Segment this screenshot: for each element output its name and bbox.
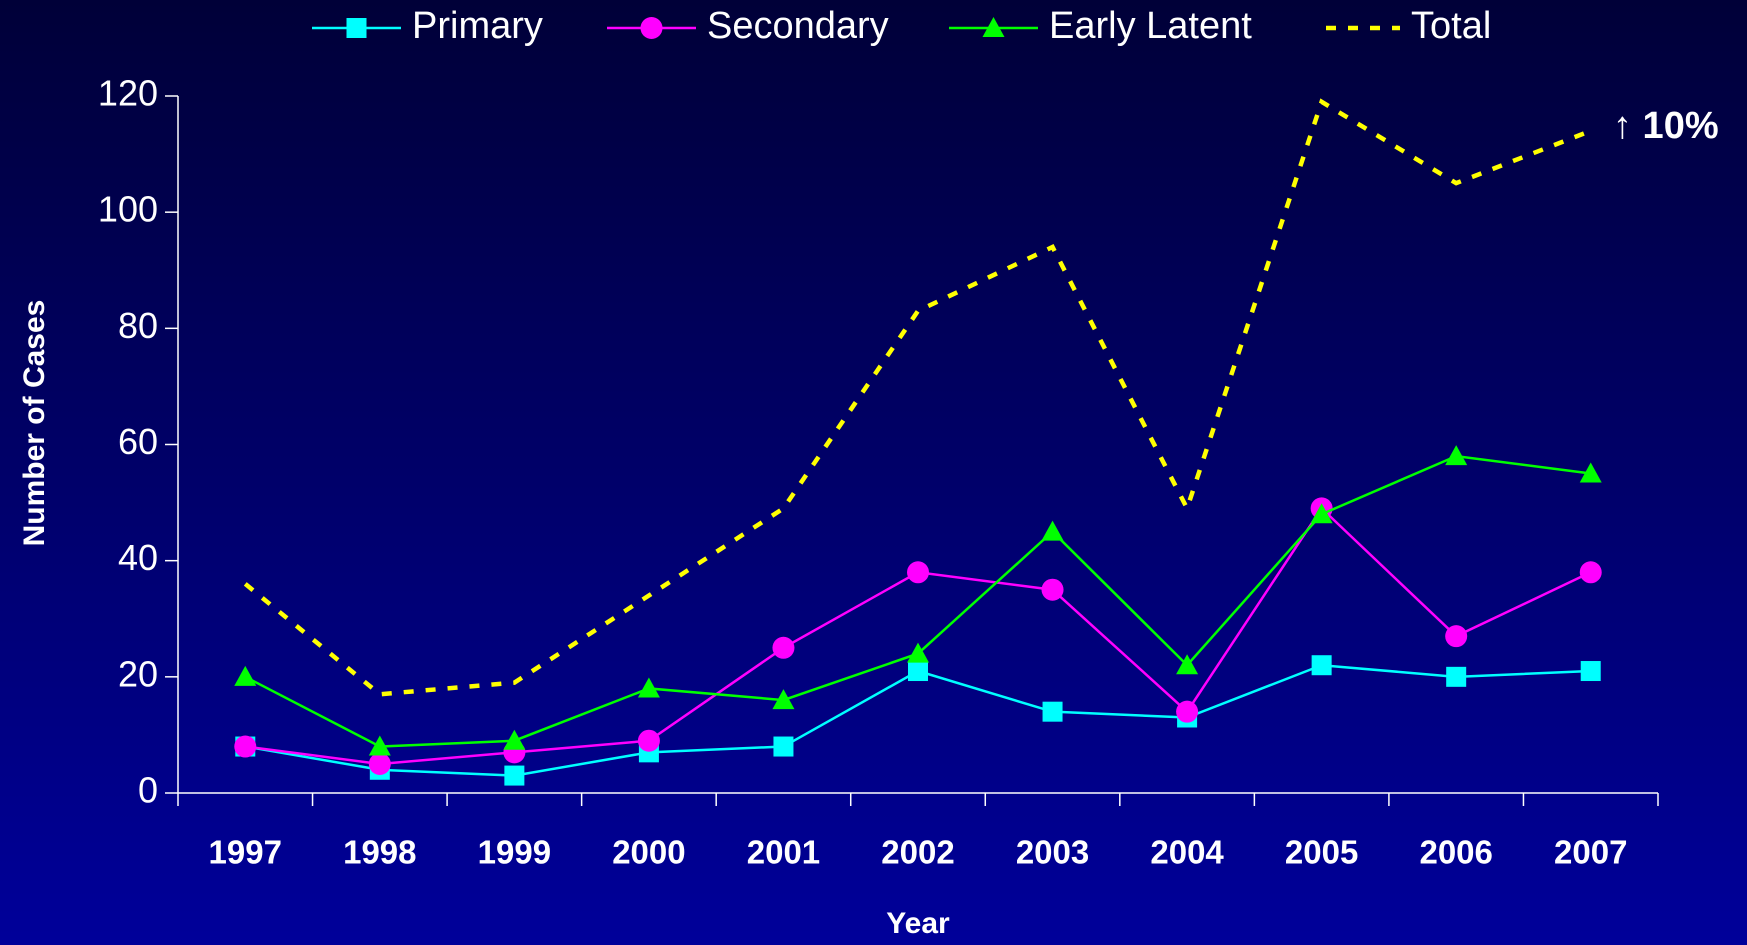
series-line [243, 98, 1592, 697]
point [1176, 654, 1199, 675]
point [1310, 503, 1333, 524]
point [773, 736, 794, 757]
point [1445, 625, 1468, 648]
point [368, 735, 391, 756]
legend-label: Total [1411, 5, 1491, 47]
point [1579, 561, 1602, 584]
point [1311, 655, 1332, 676]
point [1176, 700, 1199, 723]
x-tick-label: 2006 [1419, 834, 1492, 871]
x-axis-title: Year [886, 907, 950, 940]
x-tick-label: 1998 [343, 834, 416, 871]
y-tick-label: 60 [118, 421, 158, 462]
point [637, 729, 660, 752]
point [368, 752, 391, 775]
legend-label: Early Latent [1049, 5, 1252, 47]
x-tick-label: 2005 [1285, 834, 1358, 871]
point [772, 689, 795, 710]
annotation: ↑ 10% [1613, 105, 1719, 147]
point [772, 636, 795, 659]
point [504, 765, 525, 786]
point [907, 642, 929, 663]
x-tick-label: 2004 [1150, 834, 1224, 871]
legend-marker [346, 18, 367, 38]
legend-marker [982, 17, 1005, 37]
legend-label: Primary [412, 5, 543, 47]
point [1445, 445, 1468, 466]
point [908, 661, 928, 682]
x-tick-label: 2002 [881, 834, 954, 871]
y-tick-label: 40 [118, 537, 158, 578]
y-tick-label: 20 [118, 653, 158, 694]
y-tick-label: 120 [98, 73, 158, 114]
point [637, 677, 660, 698]
x-tick-label: 2001 [747, 834, 820, 871]
y-tick-label: 80 [118, 305, 158, 346]
legend-label: Secondary [707, 5, 889, 47]
y-axis-title: Number of Cases [18, 300, 51, 547]
point [1579, 462, 1602, 483]
point [1041, 578, 1064, 601]
point [1042, 701, 1063, 722]
point [234, 735, 257, 758]
x-tick-label: 2003 [1016, 834, 1089, 871]
point [1580, 661, 1601, 682]
point [1041, 520, 1064, 541]
x-tick-label: 2007 [1554, 834, 1627, 871]
y-tick-label: 100 [98, 189, 158, 230]
point [1446, 666, 1467, 687]
y-tick-label: 0 [138, 770, 158, 811]
point [503, 729, 526, 750]
legend-marker [640, 17, 663, 39]
x-tick-label: 1999 [478, 834, 551, 871]
x-tick-label: 2000 [612, 834, 685, 871]
point [907, 561, 929, 584]
point [234, 665, 257, 686]
x-tick-label: 1997 [209, 834, 282, 871]
